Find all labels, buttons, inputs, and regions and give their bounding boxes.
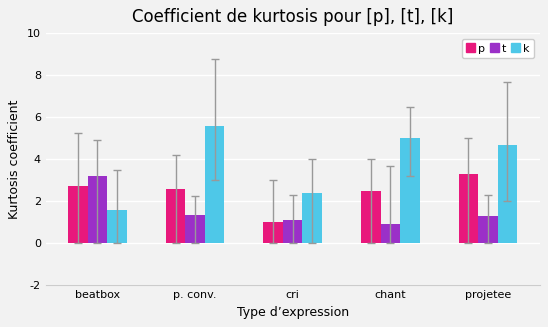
Bar — [264, 222, 283, 243]
Bar — [302, 193, 322, 243]
Bar — [498, 145, 517, 243]
Bar — [205, 126, 224, 243]
X-axis label: Type d’expression: Type d’expression — [237, 306, 349, 319]
Title: Coefficient de kurtosis pour [p], [t], [k]: Coefficient de kurtosis pour [p], [t], [… — [132, 8, 453, 26]
Y-axis label: Kurtosis coefficient: Kurtosis coefficient — [8, 100, 21, 219]
Bar — [283, 220, 302, 243]
Bar — [459, 174, 478, 243]
Bar — [107, 210, 127, 243]
Bar — [166, 189, 185, 243]
Bar — [185, 215, 205, 243]
Bar — [380, 224, 400, 243]
Legend: p, t, k: p, t, k — [462, 39, 534, 58]
Bar — [68, 186, 88, 243]
Bar — [478, 216, 498, 243]
Bar — [88, 176, 107, 243]
Bar — [400, 138, 420, 243]
Bar — [361, 191, 380, 243]
